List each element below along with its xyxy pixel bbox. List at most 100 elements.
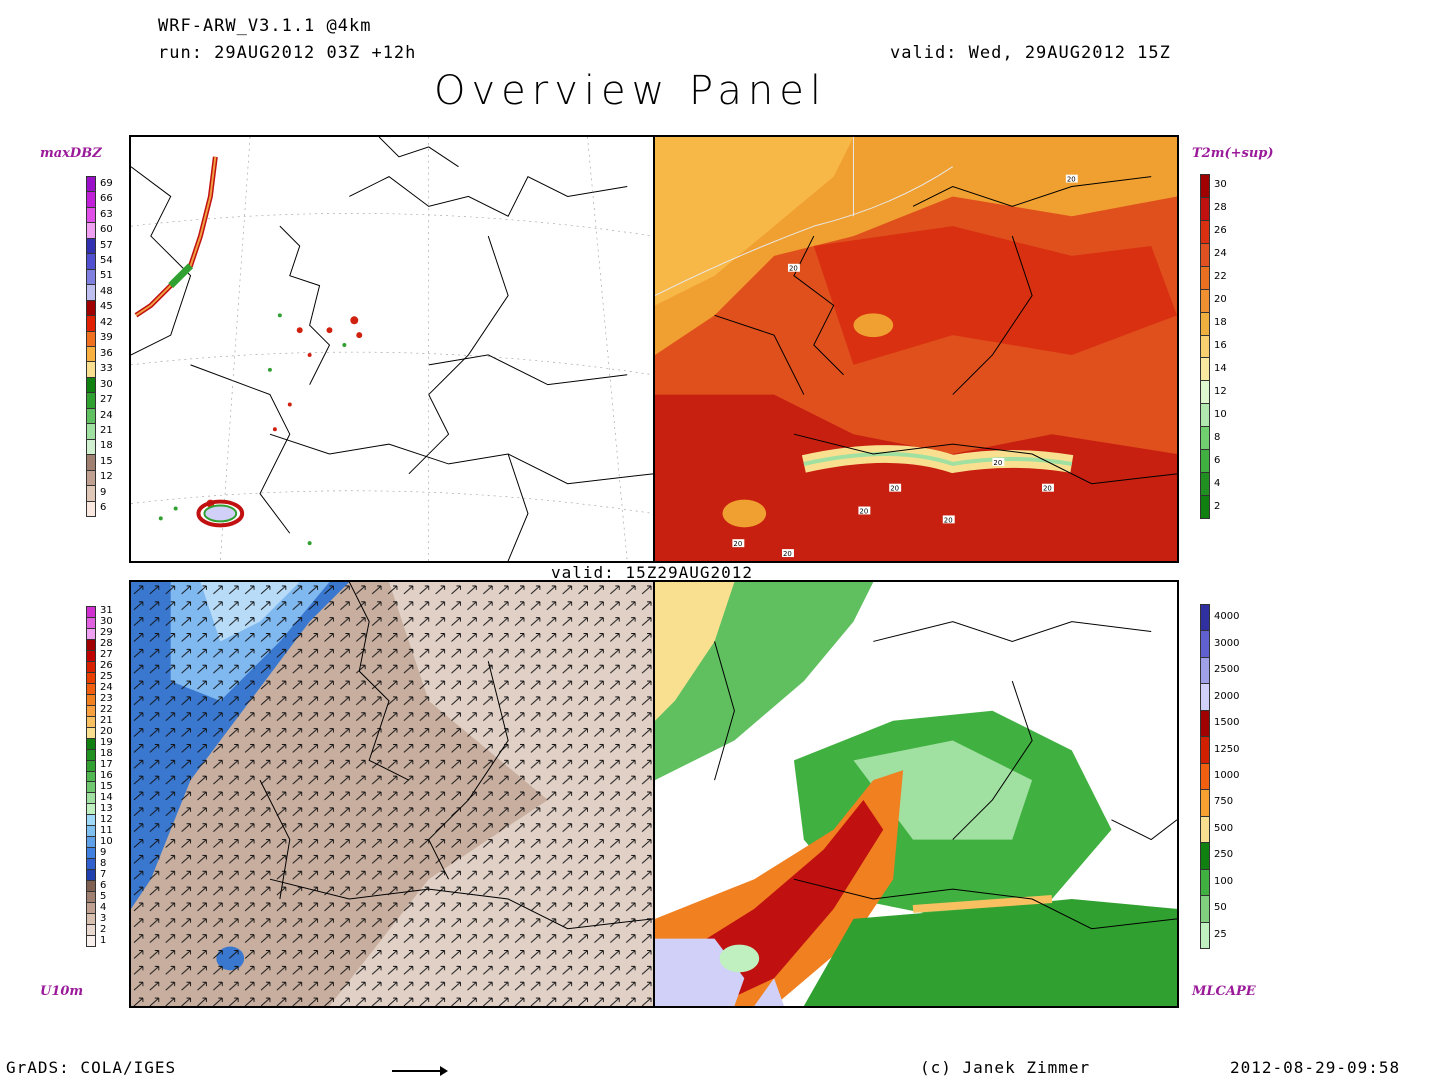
colorbar-swatch — [86, 253, 96, 270]
colorbar-swatch — [1200, 311, 1210, 336]
colorbar-swatch — [86, 423, 96, 440]
colorbar-swatch — [86, 330, 96, 347]
colorbar-swatch — [1200, 762, 1210, 791]
maxdbz-map — [129, 135, 655, 563]
colorbar-swatch — [1200, 921, 1210, 949]
colorbar-tick-label: 45 — [100, 301, 113, 313]
colorbar-swatch — [1200, 495, 1210, 519]
colorbar-swatch — [86, 376, 96, 394]
colorbar-swatch — [1200, 334, 1210, 359]
colorbar-swatch — [86, 237, 96, 255]
colorbar-tick-label: 63 — [100, 208, 113, 220]
colorbar-tick-label: 21 — [100, 425, 113, 436]
colorbar-swatch — [1200, 174, 1210, 198]
colorbar-swatch — [86, 284, 96, 301]
colorbar-tick-label: 1 — [100, 934, 107, 946]
colorbar-tick-label: 24 — [1214, 248, 1227, 260]
colorbar-swatch — [86, 485, 96, 502]
colorbar-tick-label: 20 — [100, 726, 113, 738]
colorbar-tick-label: 16 — [1214, 340, 1227, 351]
valid-time: valid: Wed, 29AUG2012 15Z — [890, 43, 1171, 63]
run-time: run: 29AUG2012 03Z +12h — [158, 43, 417, 63]
footer-grads: GrADS: COLA/IGES — [6, 1058, 177, 1077]
colorbar-swatch — [1200, 219, 1210, 244]
colorbar-tick-label: 22 — [100, 704, 113, 716]
colorbar-tick-label: 500 — [1214, 822, 1234, 834]
colorbar-swatch — [86, 500, 96, 517]
maxdbz-colorbar: 69 66 63 60 57 54 51 48 45 42 39 36 33 30 27 24 21 18 15 12… — [86, 176, 126, 517]
colorbar-tick-label: 66 — [100, 193, 113, 205]
colorbar-swatch — [1200, 196, 1210, 221]
colorbar-tick-label: 24 — [100, 409, 113, 421]
u10m-map — [129, 580, 655, 1008]
colorbar-swatch — [1200, 242, 1210, 267]
colorbar-swatch — [1200, 868, 1210, 897]
colorbar-swatch — [1200, 630, 1210, 658]
colorbar-tick-label: 31 — [100, 605, 113, 617]
colorbar-tick-label: 4000 — [1214, 611, 1240, 623]
colorbar-swatch — [1200, 449, 1210, 474]
colorbar-tick-label: 5 — [100, 890, 107, 902]
colorbar-tick-label: 12 — [1214, 385, 1227, 397]
colorbar-tick-label: 27 — [100, 649, 113, 661]
colorbar-tick-label: 100 — [1214, 875, 1234, 887]
colorbar-swatch — [1200, 403, 1210, 428]
t2m-contour-label: 20 — [1067, 176, 1076, 184]
colorbar-swatch — [86, 454, 96, 471]
colorbar-tick-label: 3 — [100, 912, 107, 924]
colorbar-swatch — [1200, 426, 1210, 451]
t2m-contour-label: 20 — [789, 265, 798, 273]
t2m-contour-label: 20 — [733, 540, 742, 548]
colorbar-tick-label: 36 — [100, 347, 113, 359]
colorbar-tick-label: 6 — [100, 879, 107, 891]
colorbar-tick-label: 57 — [100, 239, 113, 251]
colorbar-tick-label: 1250 — [1214, 743, 1240, 755]
colorbar-swatch — [1200, 472, 1210, 497]
t2m-contour-label: 20 — [783, 550, 792, 558]
t2m-contour-label: 20 — [993, 459, 1002, 467]
t2m-colorbar: 30 28 26 24 22 20 18 16 14 12 10 8 6 4 2 — [1200, 174, 1240, 519]
colorbar-tick-label: 2000 — [1214, 690, 1240, 702]
maxdbz-label: maxDBZ — [40, 146, 102, 161]
colorbar-swatch — [1200, 736, 1210, 764]
colorbar-swatch — [1200, 265, 1210, 290]
colorbar-tick-label: 10 — [1214, 408, 1227, 420]
colorbar-tick-label: 28 — [100, 638, 113, 650]
colorbar-tick-label: 39 — [100, 332, 113, 344]
colorbar-swatch — [1200, 815, 1210, 844]
colorbar-tick-label: 27 — [100, 394, 113, 406]
colorbar-tick-label: 18 — [1214, 317, 1227, 329]
colorbar-swatch — [1200, 604, 1210, 632]
colorbar-tick-label: 22 — [1214, 271, 1227, 283]
colorbar-swatch — [1200, 380, 1210, 405]
colorbar-swatch — [1200, 895, 1210, 923]
model-version: WRF-ARW_V3.1.1 @4km — [158, 16, 372, 36]
colorbar-tick-label: 12 — [100, 813, 113, 825]
colorbar-tick-label: 23 — [100, 693, 113, 705]
colorbar-tick-label: 19 — [100, 737, 113, 749]
colorbar-tick-label: 30 — [100, 378, 113, 390]
colorbar-tick-label: 12 — [100, 471, 113, 483]
colorbar-swatch — [86, 361, 96, 378]
u10m-label: U10m — [40, 984, 84, 999]
colorbar-swatch — [1200, 288, 1210, 313]
colorbar-tick-label: 1500 — [1214, 717, 1240, 729]
colorbar-tick-label: 2500 — [1214, 664, 1240, 676]
middle-valid-time: valid: 15Z29AUG2012 — [551, 563, 754, 582]
reference-arrow-icon — [392, 1070, 446, 1072]
colorbar-tick-label: 48 — [100, 285, 113, 297]
footer-copyright: (c) Janek Zimmer — [920, 1058, 1091, 1077]
reference-arrowhead-icon — [440, 1066, 448, 1076]
colorbar-tick-label: 8 — [100, 857, 107, 869]
colorbar-swatch — [86, 206, 96, 224]
colorbar-tick-label: 60 — [100, 224, 113, 236]
t2m-contour-label: 20 — [890, 485, 899, 493]
colorbar-tick-label: 26 — [1214, 225, 1227, 237]
colorbar-tick-label: 20 — [1214, 294, 1227, 306]
t2m-contour-label: 20 — [1043, 485, 1052, 493]
colorbar-swatch — [86, 315, 96, 332]
colorbar-tick-label: 14 — [1214, 362, 1227, 374]
colorbar-swatch — [86, 299, 96, 317]
colorbar-tick-label: 50 — [1214, 902, 1227, 914]
colorbar-tick-label: 9 — [100, 486, 107, 498]
